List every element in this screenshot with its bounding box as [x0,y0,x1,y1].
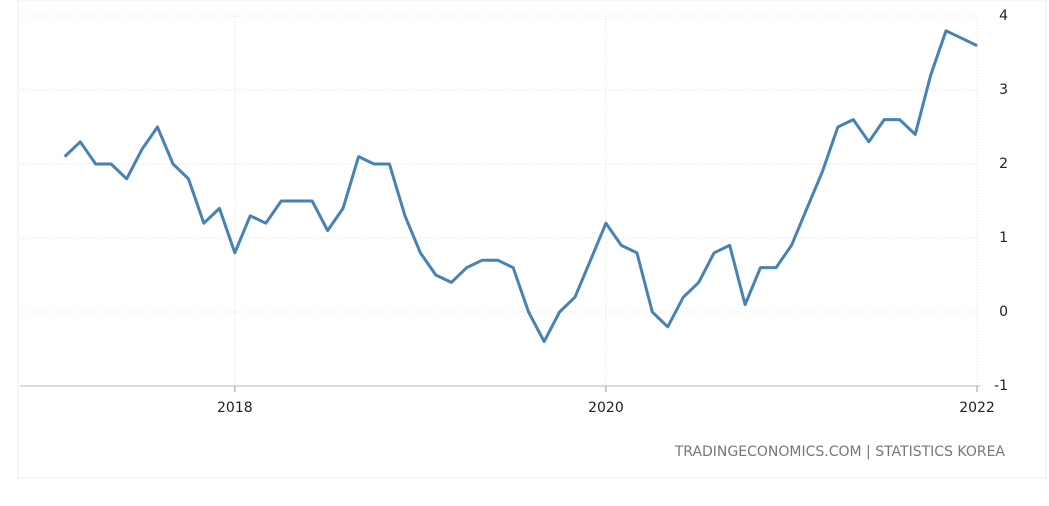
x-tick-label: 2020 [588,400,624,416]
y-tick-label: -1 [994,378,1008,394]
x-tick-label: 2022 [959,400,995,416]
source-note: TRADINGECONOMICS.COM | STATISTICS KOREA [674,444,1006,460]
x-tick-label: 2018 [217,400,253,416]
chart-frame [17,0,1047,479]
y-tick-label: 3 [999,82,1008,98]
y-tick-label: 1 [999,230,1008,246]
y-tick-label: 2 [999,156,1008,172]
y-tick-label: 4 [999,8,1008,24]
data-line [63,29,978,344]
y-tick-label: 0 [999,304,1008,320]
